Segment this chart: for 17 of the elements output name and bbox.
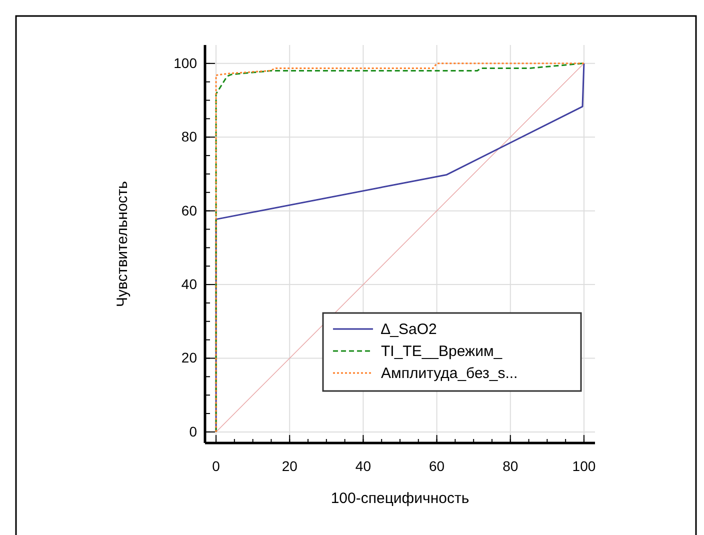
x-tick-label: 40 [355, 458, 372, 474]
x-tick-label: 100 [572, 458, 596, 474]
y-axis-title: Чувствительность [114, 180, 131, 307]
y-tick-label: 0 [189, 423, 198, 440]
y-tick-label: 40 [181, 276, 198, 292]
x-tick-label: 60 [429, 458, 445, 474]
legend-label: TI_TE__Врежим_ [381, 343, 503, 360]
y-tick-label: 100 [174, 54, 198, 71]
y-tick-label: 60 [181, 202, 198, 218]
x-axis-title: 100-специфичность [330, 490, 470, 507]
y-tick-label: 20 [181, 350, 198, 366]
x-tick-label: 80 [502, 458, 518, 474]
y-tick-label: 80 [181, 128, 198, 145]
x-tick-label: 0 [212, 458, 220, 474]
x-tick-label: 20 [282, 458, 298, 474]
legend-label: ∆_SaO2 [381, 321, 437, 338]
legend-label: Амплитуда_без_s... [381, 365, 518, 382]
